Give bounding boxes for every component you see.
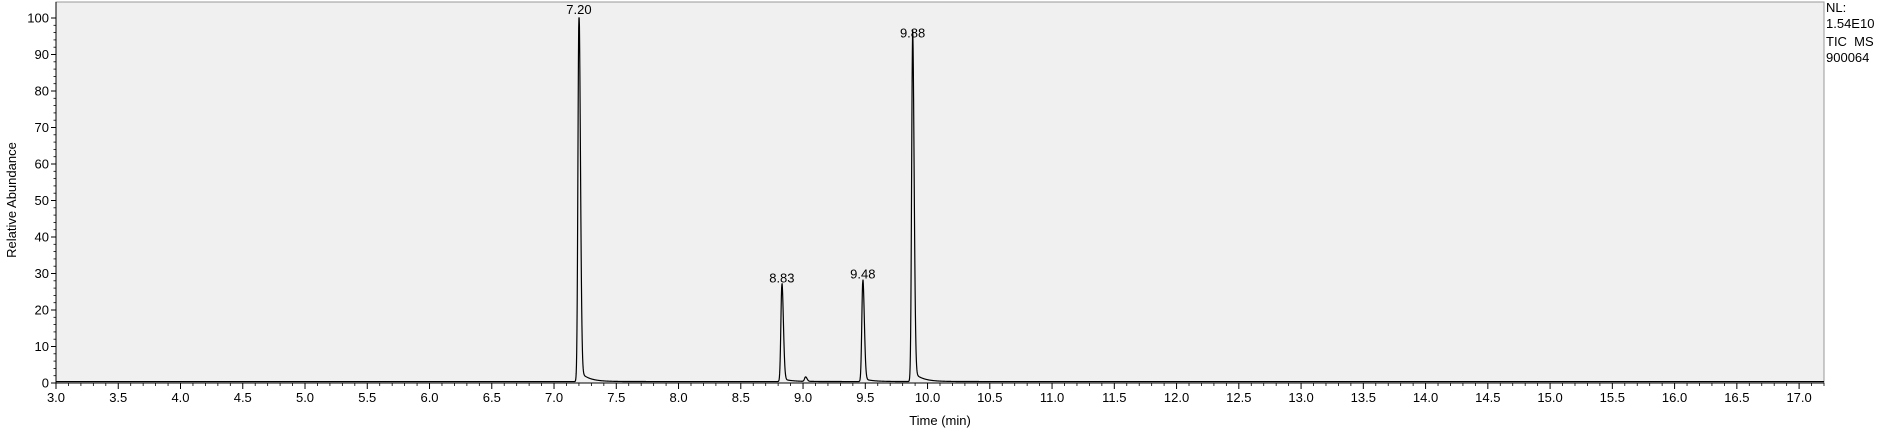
y-tick-label: 70	[35, 120, 49, 135]
x-tick-label: 11.5	[1102, 390, 1126, 405]
y-tick-label: 100	[27, 11, 49, 26]
info-line-nl: NL:	[1826, 0, 1846, 15]
y-tick-label: 20	[35, 303, 49, 318]
peak-labels: 7.20 8.83 9.48 9.88	[566, 2, 925, 285]
x-axis-title: Time (min)	[909, 413, 971, 428]
x-tick-label: 7.0	[545, 390, 563, 405]
y-axis-title: Relative Abundance	[4, 142, 19, 258]
x-tick-label: 16.5	[1724, 390, 1749, 405]
info-line-sample-id: 900064	[1826, 50, 1869, 65]
x-tick-label: 3.5	[109, 390, 127, 405]
y-tick-label: 10	[35, 339, 49, 354]
info-box: NL: 1.54E10 TIC MS 900064	[1826, 0, 1874, 65]
peak-label: 9.48	[850, 267, 875, 282]
x-tick-label: 12.0	[1164, 390, 1189, 405]
x-tick-label: 14.5	[1475, 390, 1500, 405]
tic-trace	[56, 17, 1824, 383]
x-tick-label: 15.0	[1537, 390, 1562, 405]
x-tick-label: 5.0	[296, 390, 314, 405]
peak-label: 9.88	[900, 26, 925, 41]
y-tick-label: 90	[35, 47, 49, 62]
x-tick-label: 16.0	[1662, 390, 1687, 405]
x-tick-label: 8.0	[669, 390, 687, 405]
y-tick-label: 80	[35, 84, 49, 99]
x-tick-label: 4.5	[234, 390, 252, 405]
peak-label: 7.20	[566, 2, 591, 17]
y-tick-label: 60	[35, 157, 49, 172]
x-tick-label: 12.5	[1226, 390, 1251, 405]
x-tick-label: 4.0	[171, 390, 189, 405]
x-tick-label: 9.0	[794, 390, 812, 405]
x-tick-label: 6.0	[420, 390, 438, 405]
plot-area	[55, 1, 1825, 384]
x-tick-label: 3.0	[47, 390, 65, 405]
x-tick-label: 10.0	[915, 390, 940, 405]
x-tick-label: 9.5	[856, 390, 874, 405]
y-tick-label: 40	[35, 230, 49, 245]
y-tick-label: 50	[35, 193, 49, 208]
x-axis-ticks: 3.0 3.5 4.0 4.5 5.0 5.5 6.0 6.5 7.0 7.5 8.0 8.5 9.0 9…	[47, 383, 1825, 405]
x-tick-label: 6.5	[483, 390, 501, 405]
x-tick-label: 17.0	[1786, 390, 1811, 405]
peak-label: 8.83	[769, 270, 794, 285]
info-line-scan-type: TIC MS	[1826, 34, 1874, 49]
x-tick-label: 7.5	[607, 390, 625, 405]
x-tick-label: 8.5	[732, 390, 750, 405]
y-tick-label: 0	[42, 376, 49, 391]
x-tick-label: 11.0	[1040, 390, 1064, 405]
y-tick-label: 30	[35, 266, 49, 281]
x-tick-label: 10.5	[977, 390, 1002, 405]
info-line-nl-value: 1.54E10	[1826, 16, 1874, 31]
x-tick-label: 5.5	[358, 390, 376, 405]
x-tick-label: 15.5	[1600, 390, 1625, 405]
x-tick-label: 13.0	[1288, 390, 1313, 405]
x-tick-label: 14.0	[1413, 390, 1438, 405]
x-tick-label: 13.5	[1351, 390, 1376, 405]
y-axis-ticks: 0 10 20 30 40 50 60 70 80 90 100	[27, 11, 56, 391]
